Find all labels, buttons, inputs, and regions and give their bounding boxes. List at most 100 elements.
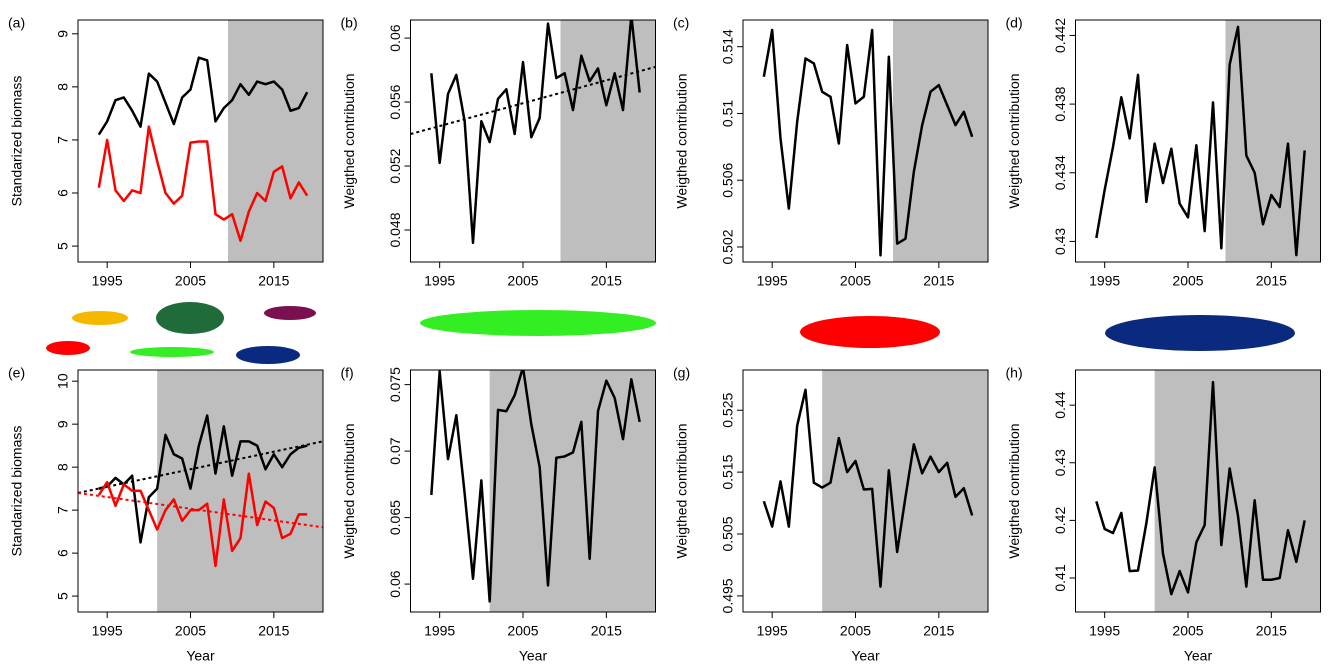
shaded-period xyxy=(822,370,988,612)
x-tick-label: 2015 xyxy=(1256,273,1287,289)
x-tick-label: 1995 xyxy=(757,623,788,639)
y-tick-label: 6 xyxy=(55,549,71,557)
data-line xyxy=(98,414,308,544)
panel: 5 6 7 8 9 1995 2005 2015 Standarized biomass (a) xyxy=(8,15,324,289)
x-tick-label: 2015 xyxy=(591,623,622,639)
y-tick-label: 0.065 xyxy=(387,500,403,535)
plot-frame xyxy=(1075,369,1321,613)
x-tick-label: 2015 xyxy=(258,623,289,639)
plot-frame xyxy=(742,369,989,613)
panel-label: (a) xyxy=(8,15,25,31)
plot-area xyxy=(762,20,988,262)
y-tick-label: 0.438 xyxy=(1052,86,1068,121)
panel-label: (e) xyxy=(8,365,25,381)
y-tick-label: 0.052 xyxy=(387,148,403,183)
y-axis-label: Standarized biomass xyxy=(9,76,25,207)
shaded-period xyxy=(489,370,656,612)
plot-frame xyxy=(742,19,989,263)
x-tick-label: 2015 xyxy=(1256,623,1287,639)
trend-line xyxy=(78,491,323,529)
y-tick-label: 0.51 xyxy=(720,100,736,127)
panel: 5 6 7 8 9 10 1995 2005 2015 Standarized biomass (e… xyxy=(8,365,324,664)
x-tick-label: 2005 xyxy=(840,273,871,289)
fish-icon xyxy=(264,306,316,320)
plot-area xyxy=(430,370,656,612)
panel-label: (c) xyxy=(673,15,689,31)
y-tick-label: 0.43 xyxy=(1052,228,1068,255)
y-axis-label: Weigthed contribution xyxy=(674,73,690,208)
y-tick-label: 0.525 xyxy=(720,393,736,428)
y-tick-label: 0.43 xyxy=(1052,449,1068,476)
fish-icons xyxy=(46,302,1295,364)
y-tick-label: 7 xyxy=(55,136,71,144)
data-line xyxy=(97,125,309,243)
panel: 0.502 0.506 0.51 0.514 1995 2005 2015 Weigthed … xyxy=(673,15,989,289)
x-tick-label: 2005 xyxy=(840,623,871,639)
x-tick-label: 2005 xyxy=(507,273,538,289)
y-tick-label: 0.515 xyxy=(720,454,736,489)
fish-icon xyxy=(236,346,300,364)
plot-frame xyxy=(410,369,656,613)
data-line xyxy=(1095,380,1306,596)
x-axis-label: Year xyxy=(519,648,548,664)
panel: 0.43 0.434 0.438 0.442 1995 2005 2015 Weigthed … xyxy=(1006,15,1321,289)
y-tick-label: 8 xyxy=(55,83,71,91)
y-tick-label: 0.495 xyxy=(720,578,736,613)
y-tick-label: 0.442 xyxy=(1052,18,1068,53)
y-axis-label: Weigthed contribution xyxy=(341,423,357,558)
panel: 0.06 0.065 0.07 0.075 1995 2005 2015 Weigthed c… xyxy=(341,365,656,664)
x-tick-label: 2015 xyxy=(923,623,954,639)
y-tick-label: 0.42 xyxy=(1052,507,1068,534)
plot-area xyxy=(762,370,988,612)
plot-area xyxy=(1095,20,1321,262)
shaded-period xyxy=(228,20,323,262)
y-tick-label: 10 xyxy=(55,373,71,389)
x-tick-label: 2015 xyxy=(258,273,289,289)
y-tick-label: 5 xyxy=(55,592,71,600)
y-tick-label: 7 xyxy=(55,506,71,514)
y-tick-label: 5 xyxy=(55,242,71,250)
y-axis-label: Weigthed contribution xyxy=(341,73,357,208)
data-line xyxy=(97,56,309,136)
x-tick-label: 1995 xyxy=(92,623,123,639)
y-tick-label: 6 xyxy=(55,189,71,197)
shaded-period xyxy=(157,370,323,612)
x-tick-label: 1995 xyxy=(1089,273,1120,289)
plot-frame xyxy=(1075,19,1321,263)
fish-icon xyxy=(420,310,656,336)
y-tick-label: 0.514 xyxy=(720,29,736,64)
x-tick-label: 2005 xyxy=(175,273,206,289)
data-line xyxy=(430,370,641,603)
y-tick-label: 0.056 xyxy=(387,84,403,119)
y-tick-label: 8 xyxy=(55,463,71,471)
fish-icon xyxy=(1105,315,1295,351)
y-tick-label: 0.41 xyxy=(1052,564,1068,591)
x-axis-label: Year xyxy=(1184,648,1213,664)
x-tick-label: 1995 xyxy=(1089,623,1120,639)
y-tick-label: 0.44 xyxy=(1052,391,1068,418)
y-tick-label: 0.505 xyxy=(720,516,736,551)
y-tick-label: 0.075 xyxy=(387,367,403,402)
panel: 0.048 0.052 0.056 0.06 1995 2005 2015 Weigthed … xyxy=(341,15,656,289)
panel-label: (h) xyxy=(1006,365,1023,381)
data-line xyxy=(762,28,974,257)
y-axis-label: Weigthed contribution xyxy=(1006,423,1022,558)
data-line xyxy=(430,20,641,245)
panel-label: (g) xyxy=(673,365,690,381)
panel: 0.41 0.42 0.43 0.44 1995 2005 2015 Weigthed con… xyxy=(1006,365,1321,664)
panel-label: (b) xyxy=(341,15,358,31)
fish-icon xyxy=(46,341,90,355)
data-line xyxy=(1095,25,1306,257)
x-tick-label: 2005 xyxy=(1172,623,1203,639)
fish-icon xyxy=(800,316,940,348)
x-axis-label: Year xyxy=(851,648,880,664)
y-tick-label: 0.506 xyxy=(720,162,736,197)
shaded-period xyxy=(560,20,656,262)
y-tick-label: 0.06 xyxy=(387,570,403,597)
x-tick-label: 2005 xyxy=(507,623,538,639)
y-tick-label: 0.06 xyxy=(387,24,403,51)
plot-frame xyxy=(77,19,324,263)
plot-area xyxy=(97,20,323,262)
plot-frame xyxy=(410,19,656,263)
